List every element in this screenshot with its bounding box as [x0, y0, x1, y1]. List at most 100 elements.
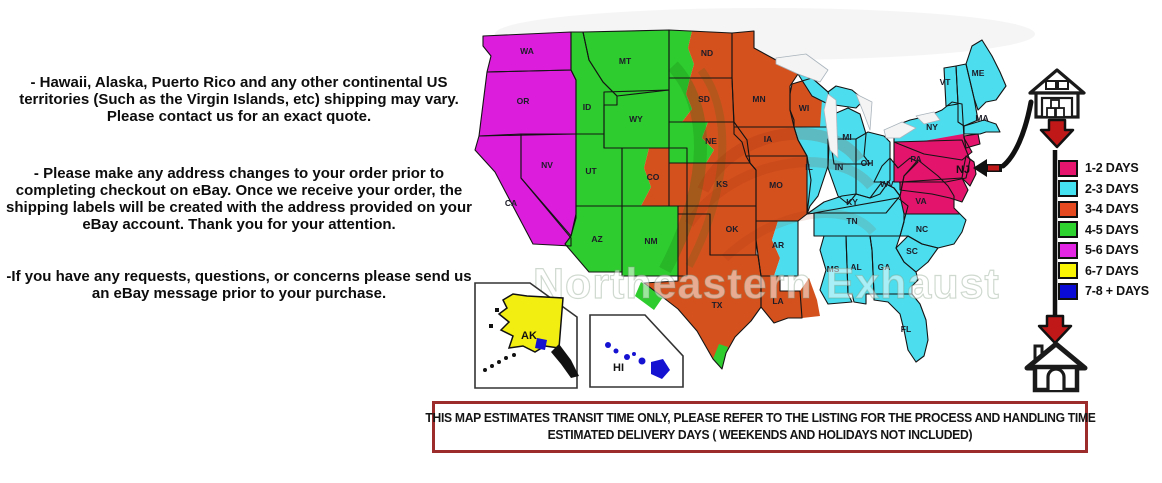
- hawaii-label: HI: [613, 362, 624, 374]
- note-contact: -If you have any requests, questions, or…: [6, 268, 472, 302]
- state-label-tx: TX: [712, 300, 723, 310]
- state-label-ks: KS: [716, 179, 728, 189]
- route-curve: [1000, 99, 1034, 169]
- seller-notes: - Hawaii, Alaska, Puerto Rico and any ot…: [2, 74, 476, 302]
- legend-swatch: [1058, 180, 1078, 198]
- note-territories: - Hawaii, Alaska, Puerto Rico and any ot…: [19, 74, 459, 125]
- disclaimer-line-1: THIS MAP ESTIMATES TRANSIT TIME ONLY, PL…: [424, 411, 1096, 425]
- state-label-me: ME: [972, 68, 985, 78]
- map-region: [669, 30, 694, 78]
- alaska-inset: AK: [474, 282, 579, 389]
- legend-swatch: [1058, 241, 1078, 259]
- alaska-shape: [497, 293, 564, 353]
- legend-label: 4-5 DAYS: [1085, 222, 1139, 237]
- state-zone-fills: [475, 30, 1006, 369]
- state-label-mt: MT: [619, 56, 632, 66]
- legend-item-3-4-days: 3-4 DAYS: [1058, 199, 1149, 220]
- map-region: [896, 236, 938, 272]
- state-label-ne: NE: [705, 136, 717, 146]
- map-region: [800, 278, 820, 318]
- state-label-mi: MI: [842, 132, 851, 142]
- state-label-wi: WI: [799, 103, 809, 113]
- map-region: [479, 70, 576, 136]
- state-label-nd: ND: [701, 48, 713, 58]
- state-borders: [474, 29, 1007, 370]
- state-label-ga: GA: [878, 262, 891, 272]
- legend-item-5-6-days: 5-6 DAYS: [1058, 240, 1149, 261]
- map-region: [565, 206, 622, 272]
- map-region: [668, 121, 751, 164]
- state-label-il: IL: [805, 162, 813, 172]
- state-label-wa: WA: [520, 46, 534, 56]
- alaska-label: AK: [521, 330, 537, 342]
- map-region: [669, 163, 756, 206]
- map-region: [678, 206, 756, 255]
- map-region: [669, 78, 692, 122]
- map-region: [682, 78, 734, 122]
- transit-days-legend: 1-2 DAYS 2-3 DAYS 3-4 DAYS 4-5 DAYS 5-6 DAYS…: [1058, 158, 1149, 302]
- map-region: [961, 155, 977, 187]
- map-region: [475, 134, 571, 246]
- state-label-oh: OH: [861, 158, 874, 168]
- state-label-la: LA: [772, 296, 783, 306]
- state-label-nv: NV: [541, 160, 553, 170]
- down-arrow-icon-2: [1037, 314, 1073, 345]
- map-region: [845, 235, 875, 305]
- state-label-in: IN: [835, 162, 844, 172]
- disclaimer-box: THIS MAP ESTIMATES TRANSIT TIME ONLY, PL…: [425, 401, 1095, 453]
- legend-label: 2-3 DAYS: [1085, 181, 1139, 196]
- map-region: [963, 133, 981, 149]
- map-region: [669, 122, 714, 163]
- state-label-pa: PA: [910, 154, 921, 164]
- map-region: [883, 121, 917, 139]
- state-label-ok: OK: [726, 224, 740, 234]
- legend-swatch: [1058, 282, 1078, 300]
- state-label-sc: SC: [906, 246, 918, 256]
- state-label-ca: CA: [505, 198, 517, 208]
- legend-swatch: [1058, 262, 1078, 280]
- state-label-wy: WY: [629, 114, 643, 124]
- map-region: [644, 214, 761, 369]
- state-label-ma: MA: [975, 113, 988, 123]
- state-label-vt: VT: [940, 77, 952, 87]
- map-region: [798, 74, 864, 108]
- legend-label: 1-2 DAYS: [1085, 161, 1139, 176]
- map-region: [944, 66, 958, 106]
- map-region: [893, 139, 971, 183]
- state-label-va: VA: [915, 196, 926, 206]
- map-region: [965, 39, 1007, 111]
- state-label-fl: FL: [901, 324, 911, 334]
- map-region: [855, 93, 873, 131]
- map-region: [846, 236, 874, 304]
- map-region: [899, 159, 961, 215]
- state-label-ms: MS: [827, 264, 840, 274]
- map-region: [734, 127, 807, 156]
- map-region: [823, 93, 839, 159]
- legend-swatch: [1058, 159, 1078, 177]
- state-label-tn: TN: [846, 216, 857, 226]
- map-region: [870, 236, 918, 294]
- map-region: [576, 134, 622, 206]
- map-region: [622, 206, 687, 276]
- down-arrow-icon: [1039, 118, 1075, 149]
- map-region: [643, 213, 762, 370]
- legend-item-1-2-days: 1-2 DAYS: [1058, 158, 1149, 179]
- map-region: [521, 134, 576, 236]
- state-label-sd: SD: [698, 94, 710, 104]
- state-label-id: ID: [583, 102, 592, 112]
- map-region: [772, 221, 798, 276]
- us-transit-map: WA OR CA NV ID MT WY UT AZ NM CO ND SD NE KS OK TX MN IA MO…: [455, 5, 1162, 405]
- state-label-ky: KY: [846, 197, 858, 207]
- hawaii-islands: [605, 342, 670, 379]
- alaska-blue-area: [535, 338, 547, 350]
- map-region: [621, 205, 688, 277]
- legend-item-6-7-days: 6-7 DAYS: [1058, 261, 1149, 282]
- disclaimer-line-2: ESTIMATED DELIVERY DAYS ( WEEKENDS AND H…: [547, 428, 973, 442]
- nj-callout-label: NJ: [956, 164, 970, 176]
- legend-label: 7-8 + DAYS: [1085, 284, 1149, 299]
- map-region: [873, 293, 929, 363]
- legend-item-4-5-days: 4-5 DAYS: [1058, 220, 1149, 241]
- map-region: [900, 214, 966, 248]
- note-address-changes: - Please make any address changes to you…: [6, 165, 472, 233]
